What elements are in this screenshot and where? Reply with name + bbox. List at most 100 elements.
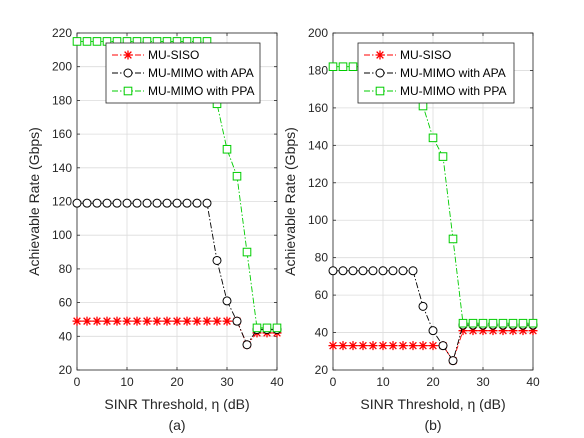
y-tick-label: 40 xyxy=(59,329,73,343)
y-tick-label: 20 xyxy=(59,363,73,377)
x-axis-label: SINR Threshold, η (dB) xyxy=(360,396,505,412)
legend-label: MU-MIMO with PPA xyxy=(148,84,254,98)
series-mu-mimo-with-ppa xyxy=(72,37,282,333)
data-point xyxy=(428,133,438,143)
data-point xyxy=(232,316,242,326)
data-point xyxy=(222,144,232,154)
data-point xyxy=(328,62,338,72)
data-point xyxy=(92,198,102,208)
x-tick-label: 40 xyxy=(526,375,540,389)
data-point xyxy=(212,316,222,326)
data-point xyxy=(142,316,152,326)
y-tick-label: 80 xyxy=(315,251,329,265)
data-point xyxy=(448,356,458,366)
chart-panel: 0 10 20 30 40 20 40 60 80 100 120 140 160 180 200 SINR … xyxy=(282,26,540,433)
data-point xyxy=(132,316,142,326)
data-point xyxy=(192,198,202,208)
data-point xyxy=(398,266,408,276)
chart-panel: 0 10 20 30 40 20 40 60 80 100 120 140 160 180 200 220 SI… xyxy=(26,26,284,433)
data-point xyxy=(358,341,368,351)
data-point xyxy=(192,316,202,326)
y-tick-label: 160 xyxy=(308,101,328,115)
data-point xyxy=(358,266,368,276)
series-mu-siso xyxy=(328,326,538,366)
data-point xyxy=(152,198,162,208)
data-point xyxy=(498,326,508,336)
y-tick-label: 160 xyxy=(52,127,72,141)
data-point xyxy=(388,266,398,276)
x-tick-label: 10 xyxy=(376,375,390,389)
data-point xyxy=(72,37,82,46)
legend: MU-SISO MU-MIMO with APA MU-MIMO with PPA xyxy=(105,42,261,104)
x-tick-label: 40 xyxy=(270,375,284,389)
data-point xyxy=(162,198,172,208)
y-tick-label: 200 xyxy=(52,60,72,74)
y-tick-label: 140 xyxy=(52,161,72,175)
data-point xyxy=(182,198,192,208)
data-point xyxy=(478,326,488,336)
data-point xyxy=(132,198,142,208)
data-point xyxy=(122,198,132,208)
data-point xyxy=(222,316,232,326)
data-point xyxy=(398,341,408,351)
data-point xyxy=(252,323,262,333)
data-point xyxy=(528,326,538,336)
data-point xyxy=(152,316,162,326)
data-point xyxy=(122,316,132,326)
data-point xyxy=(468,326,478,336)
data-point xyxy=(438,152,448,161)
y-tick-label: 140 xyxy=(308,138,328,152)
x-tick-label: 20 xyxy=(426,375,440,389)
y-tick-label: 180 xyxy=(52,93,72,107)
data-point xyxy=(142,198,152,208)
data-point xyxy=(388,341,398,351)
data-point xyxy=(368,341,378,351)
data-point xyxy=(272,323,282,333)
data-point xyxy=(262,323,272,333)
subfigure-caption: (b) xyxy=(424,417,441,433)
data-point xyxy=(212,255,222,265)
data-point xyxy=(508,326,518,336)
y-tick-label: 220 xyxy=(52,26,72,40)
data-point xyxy=(488,318,498,328)
data-point xyxy=(518,326,528,336)
data-point xyxy=(72,316,82,326)
data-point xyxy=(348,266,358,276)
legend: MU-SISO MU-MIMO with APA MU-MIMO with PPA xyxy=(357,42,515,104)
data-point xyxy=(508,318,518,328)
data-point xyxy=(162,316,172,326)
data-point xyxy=(112,316,122,326)
data-point xyxy=(82,316,92,326)
x-tick-label: 0 xyxy=(330,375,337,389)
data-point xyxy=(428,341,438,351)
data-point xyxy=(418,301,428,311)
y-tick-label: 120 xyxy=(52,195,72,209)
y-axis-label: Achievable Rate (Gbps) xyxy=(282,127,298,276)
data-point xyxy=(242,247,252,257)
x-axis-label: SINR Threshold, η (dB) xyxy=(104,396,249,412)
subfigure-caption: (a) xyxy=(168,417,185,433)
data-point xyxy=(488,326,498,336)
data-point xyxy=(478,318,488,328)
legend-marker xyxy=(375,50,385,60)
y-tick-label: 20 xyxy=(315,363,329,377)
data-point xyxy=(378,266,388,276)
data-point xyxy=(378,341,388,351)
x-tick-label: 30 xyxy=(476,375,490,389)
data-point xyxy=(368,266,378,276)
data-point xyxy=(528,318,538,328)
legend-label: MU-SISO xyxy=(400,48,451,62)
data-point xyxy=(232,171,242,181)
legend-marker xyxy=(375,68,385,78)
data-point xyxy=(458,326,468,336)
data-point xyxy=(102,316,112,326)
data-point xyxy=(498,318,508,328)
y-tick-label: 60 xyxy=(315,288,329,302)
data-point xyxy=(348,62,358,72)
data-point xyxy=(338,266,348,276)
data-point xyxy=(82,198,92,208)
y-tick-label: 100 xyxy=(308,213,328,227)
data-point xyxy=(448,234,458,244)
data-point xyxy=(348,341,358,351)
legend-label: MU-MIMO with APA xyxy=(148,66,254,80)
